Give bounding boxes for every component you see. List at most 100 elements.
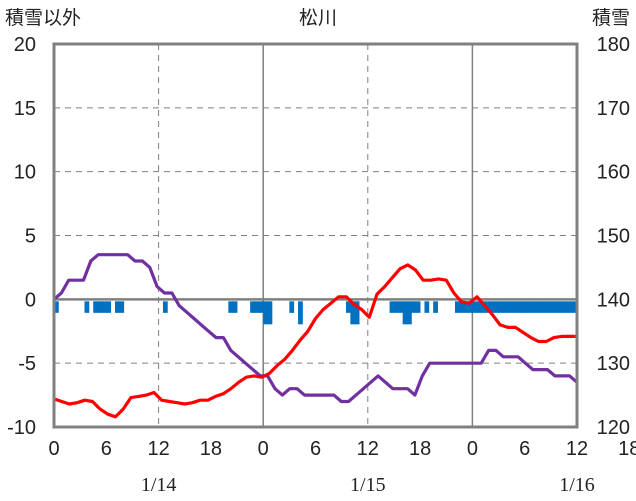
precipitation-bar xyxy=(524,301,530,313)
precipitation-bar xyxy=(346,301,351,313)
precipitation-bar xyxy=(402,301,408,325)
y-left-tick-label: -5 xyxy=(18,353,36,375)
precipitation-bar xyxy=(101,301,107,313)
precipitation-bar xyxy=(119,301,125,313)
precipitation-bar xyxy=(115,301,120,313)
date-label: 1/16 xyxy=(559,474,595,496)
y-left-tick-label: -10 xyxy=(7,417,36,439)
y-right-tick-label: 150 xyxy=(597,226,630,248)
y-left-tick-label: 10 xyxy=(14,162,36,184)
date-label: 1/15 xyxy=(350,474,386,496)
precipitation-bar xyxy=(228,301,234,313)
snow-depth-line xyxy=(52,253,579,404)
y-right-tick-label: 180 xyxy=(597,34,630,56)
precipitation-bar xyxy=(393,301,399,313)
x-tick-label: 18 xyxy=(618,438,636,460)
precipitation-bar xyxy=(354,301,360,325)
plot-frame xyxy=(52,42,579,429)
precipitation-bar xyxy=(529,301,534,313)
x-tick-label: 6 xyxy=(310,438,321,460)
x-tick-label: 18 xyxy=(409,438,431,460)
precipitation-bars xyxy=(54,301,578,325)
x-tick-label: 6 xyxy=(101,438,112,460)
precipitation-bar xyxy=(454,301,460,313)
y-right-tick-label: 140 xyxy=(597,289,630,311)
precipitation-bar xyxy=(398,301,404,313)
y-left-tick-label: 0 xyxy=(25,289,36,311)
precipitation-bar xyxy=(507,301,513,313)
precipitation-bar xyxy=(411,301,417,313)
precipitation-bar xyxy=(537,301,543,313)
x-tick-label: 0 xyxy=(48,438,59,460)
precipitation-bar xyxy=(298,301,303,325)
precipitation-bar xyxy=(254,301,260,313)
precipitation-bar xyxy=(559,301,565,313)
series-lines xyxy=(52,253,579,419)
precipitation-bar xyxy=(267,301,273,325)
precipitation-bar xyxy=(424,301,430,313)
y-right-tick-label: 160 xyxy=(597,162,630,184)
precipitation-bar xyxy=(563,301,569,313)
precipitation-bar xyxy=(550,301,556,313)
y-right-tick-label: 170 xyxy=(597,98,630,120)
precipitation-bar xyxy=(350,301,356,325)
precipitation-bar xyxy=(511,301,517,313)
y-left-tick-label: 20 xyxy=(14,34,36,56)
x-tick-label: 12 xyxy=(357,438,379,460)
right-axis-title: 積雪 xyxy=(592,7,630,29)
precipitation-bar xyxy=(232,301,238,313)
precipitation-bar xyxy=(515,301,521,313)
precipitation-bar xyxy=(97,301,103,313)
precipitation-bar xyxy=(498,301,504,313)
precipitation-bar xyxy=(433,301,438,313)
x-tick-label: 0 xyxy=(258,438,269,460)
precipitation-bar xyxy=(459,301,465,313)
precipitation-bar xyxy=(407,301,412,325)
precipitation-bar xyxy=(463,301,469,313)
y-axis-right-ticks: 120 130 140 150 160 170 180 xyxy=(597,34,630,439)
x-tick-label: 12 xyxy=(566,438,588,460)
x-tick-label: 18 xyxy=(200,438,222,460)
x-axis-date-labels: 1/14 1/15 1/16 xyxy=(141,474,595,496)
precipitation-bar xyxy=(106,301,112,313)
temperature-line xyxy=(53,263,577,419)
x-tick-label: 12 xyxy=(147,438,169,460)
x-axis-hour-ticks: 0612180612180612180 xyxy=(48,438,636,460)
precipitation-bar xyxy=(84,301,90,313)
y-right-tick-label: 120 xyxy=(597,417,630,439)
precipitation-bar xyxy=(472,301,478,313)
chart-title: 松川 xyxy=(299,7,337,29)
y-axis-left-ticks: -10 -5 0 5 10 15 20 xyxy=(7,34,36,439)
precipitation-bar xyxy=(520,301,526,313)
precipitation-bar xyxy=(546,301,552,313)
precipitation-bar xyxy=(555,301,560,313)
precipitation-bar xyxy=(568,301,574,313)
date-label: 1/14 xyxy=(141,474,177,496)
precipitation-bar xyxy=(542,301,547,313)
precipitation-bar xyxy=(93,301,98,313)
precipitation-bar xyxy=(54,301,59,313)
precipitation-bar xyxy=(476,301,482,313)
precipitation-bar xyxy=(489,301,495,313)
precipitation-bar xyxy=(289,301,295,313)
precipitation-bar xyxy=(258,301,264,313)
precipitation-bar xyxy=(572,301,578,313)
x-tick-label: 0 xyxy=(467,438,478,460)
precipitation-bar xyxy=(502,301,508,313)
y-right-tick-label: 130 xyxy=(597,353,630,375)
precipitation-bar xyxy=(415,301,421,313)
precipitation-bar xyxy=(389,301,395,313)
precipitation-bar xyxy=(533,301,539,313)
precipitation-bar xyxy=(494,301,499,313)
x-tick-label: 6 xyxy=(519,438,530,460)
precipitation-bar xyxy=(250,301,255,313)
y-left-tick-label: 5 xyxy=(25,226,36,248)
y-left-tick-label: 15 xyxy=(14,98,36,120)
gridlines xyxy=(54,44,577,427)
precipitation-bar xyxy=(481,301,486,313)
precipitation-bar xyxy=(162,301,168,313)
precipitation-bar xyxy=(468,301,473,313)
precipitation-bar xyxy=(263,301,268,325)
left-axis-title: 積雪以外 xyxy=(5,7,81,29)
